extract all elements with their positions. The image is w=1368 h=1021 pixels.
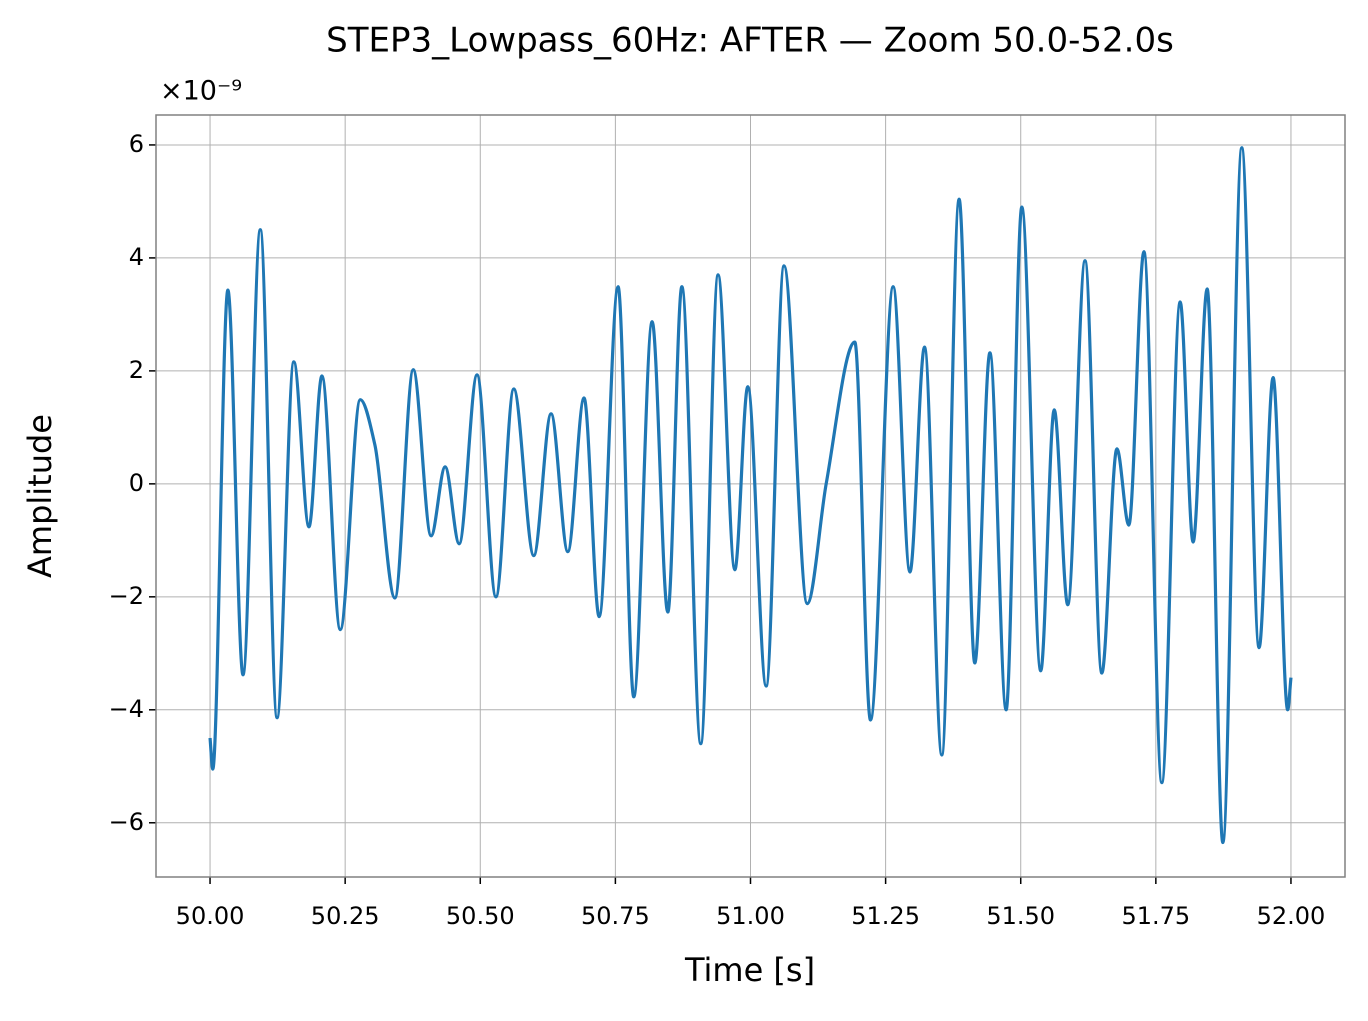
y-tick-label: −6: [109, 808, 144, 836]
x-tick-label: 51.75: [1121, 902, 1190, 930]
y-offset-label: ×10⁻⁹: [160, 76, 242, 107]
chart-title: STEP3_Lowpass_60Hz: AFTER — Zoom 50.0-52…: [326, 21, 1174, 61]
signal-line: [208, 146, 1293, 845]
x-tick-label: 52.00: [1257, 902, 1326, 930]
x-tick-label: 50.25: [311, 902, 380, 930]
x-axis-label: Time [s]: [684, 951, 815, 989]
x-tick-label: 51.25: [851, 902, 920, 930]
x-tick-label: 51.00: [716, 902, 785, 930]
y-axis-label: Amplitude: [21, 414, 59, 578]
x-tick-label: 50.50: [446, 902, 515, 930]
y-tick-label: −2: [109, 582, 144, 610]
x-tick-label: 50.75: [581, 902, 650, 930]
y-tick-label: 2: [129, 356, 144, 384]
x-tick-label: 51.50: [986, 902, 1055, 930]
y-tick-label: 4: [129, 243, 144, 271]
y-tick-label: 6: [129, 130, 144, 158]
plot-frame: [155, 114, 1346, 878]
x-tick-label: 50.00: [176, 902, 245, 930]
y-tick-label: −4: [109, 695, 144, 723]
y-tick-label: 0: [129, 469, 144, 497]
